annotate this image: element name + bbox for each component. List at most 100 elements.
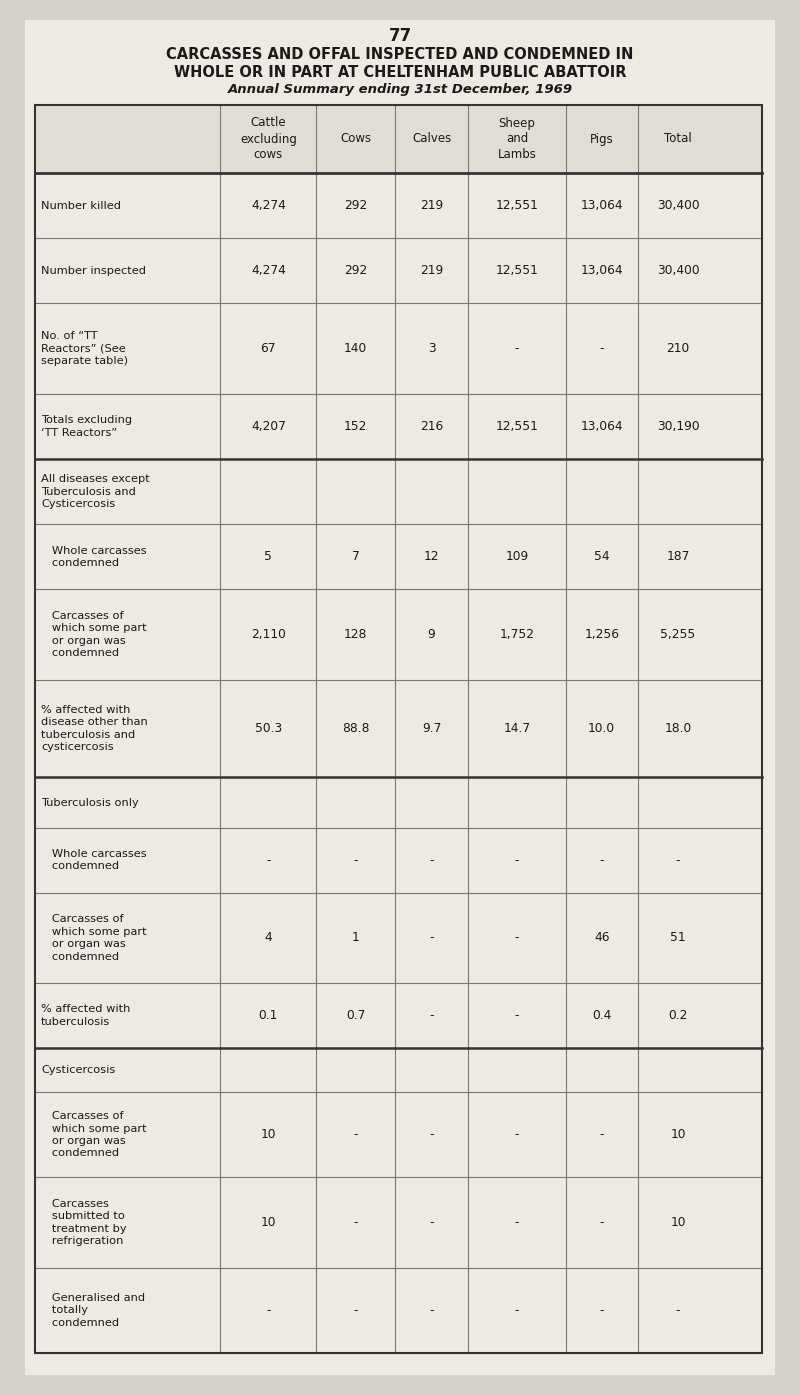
Text: 2,110: 2,110: [251, 628, 286, 640]
Text: 0.1: 0.1: [258, 1009, 278, 1023]
Text: 30,400: 30,400: [657, 199, 699, 212]
Text: 4: 4: [265, 932, 272, 944]
Text: Number inspected: Number inspected: [41, 266, 146, 276]
Text: 7: 7: [352, 550, 359, 564]
Text: -: -: [514, 854, 519, 866]
Text: 216: 216: [420, 420, 443, 432]
Text: % affected with
disease other than
tuberculosis and
cysticercosis: % affected with disease other than tuber…: [41, 704, 148, 752]
Text: Cattle
excluding
cows: Cattle excluding cows: [240, 117, 297, 162]
Text: % affected with
tuberculosis: % affected with tuberculosis: [41, 1004, 130, 1027]
Text: -: -: [599, 1304, 604, 1317]
Text: 1,256: 1,256: [584, 628, 619, 640]
Text: 4,207: 4,207: [251, 420, 286, 432]
Text: -: -: [514, 932, 519, 944]
Text: 292: 292: [344, 264, 367, 278]
Text: -: -: [430, 1216, 434, 1229]
Text: -: -: [676, 854, 680, 866]
Text: 0.4: 0.4: [592, 1009, 611, 1023]
Text: -: -: [430, 1129, 434, 1141]
Text: -: -: [354, 1129, 358, 1141]
Text: Pigs: Pigs: [590, 133, 614, 145]
Text: -: -: [266, 1304, 270, 1317]
Text: 46: 46: [594, 932, 610, 944]
Text: WHOLE OR IN PART AT CHELTENHAM PUBLIC ABATTOIR: WHOLE OR IN PART AT CHELTENHAM PUBLIC AB…: [174, 66, 626, 80]
Text: Number killed: Number killed: [41, 201, 121, 211]
Text: Calves: Calves: [412, 133, 451, 145]
Text: 77: 77: [388, 27, 412, 45]
Text: 12,551: 12,551: [495, 199, 538, 212]
Text: 4,274: 4,274: [251, 199, 286, 212]
Text: 219: 219: [420, 264, 443, 278]
Text: Whole carcasses
   condemned: Whole carcasses condemned: [41, 850, 146, 872]
Text: No. of “TT
Reactors” (See
separate table): No. of “TT Reactors” (See separate table…: [41, 331, 128, 365]
Text: Carcasses of
   which some part
   or organ was
   condemned: Carcasses of which some part or organ wa…: [41, 611, 146, 658]
Text: 152: 152: [344, 420, 367, 432]
Text: -: -: [430, 932, 434, 944]
Text: 30,190: 30,190: [657, 420, 699, 432]
Text: 128: 128: [344, 628, 367, 640]
Text: -: -: [514, 1216, 519, 1229]
Text: 0.2: 0.2: [668, 1009, 688, 1023]
Text: 88.8: 88.8: [342, 723, 370, 735]
Text: 5: 5: [265, 550, 272, 564]
Text: 0.7: 0.7: [346, 1009, 366, 1023]
Text: 12,551: 12,551: [495, 264, 538, 278]
Text: -: -: [599, 342, 604, 356]
Text: -: -: [599, 1129, 604, 1141]
Text: 10: 10: [670, 1216, 686, 1229]
Text: 109: 109: [506, 550, 529, 564]
Text: -: -: [430, 854, 434, 866]
Text: -: -: [266, 854, 270, 866]
Text: -: -: [354, 854, 358, 866]
Text: Carcasses of
   which some part
   or organ was
   condemned: Carcasses of which some part or organ wa…: [41, 1112, 146, 1158]
Text: 12,551: 12,551: [495, 420, 538, 432]
Text: 10.0: 10.0: [588, 723, 615, 735]
Text: 12: 12: [424, 550, 439, 564]
Text: 9.7: 9.7: [422, 723, 442, 735]
Text: 219: 219: [420, 199, 443, 212]
Text: Generalised and
   totally
   condemned: Generalised and totally condemned: [41, 1293, 145, 1328]
Bar: [35, 105, 762, 1353]
Text: 210: 210: [666, 342, 690, 356]
Text: 10: 10: [670, 1129, 686, 1141]
Text: -: -: [676, 1304, 680, 1317]
Text: 13,064: 13,064: [580, 199, 623, 212]
Text: 67: 67: [261, 342, 276, 356]
Text: CARCASSES AND OFFAL INSPECTED AND CONDEMNED IN: CARCASSES AND OFFAL INSPECTED AND CONDEM…: [166, 47, 634, 61]
Text: Carcasses
   submitted to
   treatment by
   refrigeration: Carcasses submitted to treatment by refr…: [41, 1198, 126, 1246]
Text: All diseases except
Tuberculosis and
Cysticercosis: All diseases except Tuberculosis and Cys…: [41, 474, 150, 509]
Text: -: -: [354, 1304, 358, 1317]
Text: 187: 187: [666, 550, 690, 564]
Text: 140: 140: [344, 342, 367, 356]
Text: 292: 292: [344, 199, 367, 212]
Text: 54: 54: [594, 550, 610, 564]
Text: 10: 10: [261, 1129, 276, 1141]
Bar: [35, 105, 762, 173]
Text: Cysticercosis: Cysticercosis: [41, 1066, 115, 1076]
Text: 1: 1: [352, 932, 359, 944]
Text: 3: 3: [428, 342, 435, 356]
Text: -: -: [599, 1216, 604, 1229]
Text: 1,752: 1,752: [499, 628, 534, 640]
Text: -: -: [354, 1216, 358, 1229]
Text: Whole carcasses
   condemned: Whole carcasses condemned: [41, 545, 146, 568]
Text: -: -: [514, 1009, 519, 1023]
Text: 13,064: 13,064: [580, 264, 623, 278]
Text: 51: 51: [670, 932, 686, 944]
Text: -: -: [514, 342, 519, 356]
Text: -: -: [599, 854, 604, 866]
Text: Tuberculosis only: Tuberculosis only: [41, 798, 138, 808]
Text: -: -: [430, 1009, 434, 1023]
Text: 4,274: 4,274: [251, 264, 286, 278]
Text: 10: 10: [261, 1216, 276, 1229]
Text: Annual Summary ending 31st December, 1969: Annual Summary ending 31st December, 196…: [227, 82, 573, 96]
Text: Carcasses of
   which some part
   or organ was
   condemned: Carcasses of which some part or organ wa…: [41, 914, 146, 961]
Text: 13,064: 13,064: [580, 420, 623, 432]
Text: Sheep
and
Lambs: Sheep and Lambs: [498, 117, 537, 162]
Text: Totals excluding
‘TT Reactors”: Totals excluding ‘TT Reactors”: [41, 416, 132, 438]
Text: Total: Total: [664, 133, 692, 145]
Text: 14.7: 14.7: [503, 723, 530, 735]
Text: 50.3: 50.3: [254, 723, 282, 735]
Text: -: -: [514, 1304, 519, 1317]
Text: 5,255: 5,255: [661, 628, 696, 640]
